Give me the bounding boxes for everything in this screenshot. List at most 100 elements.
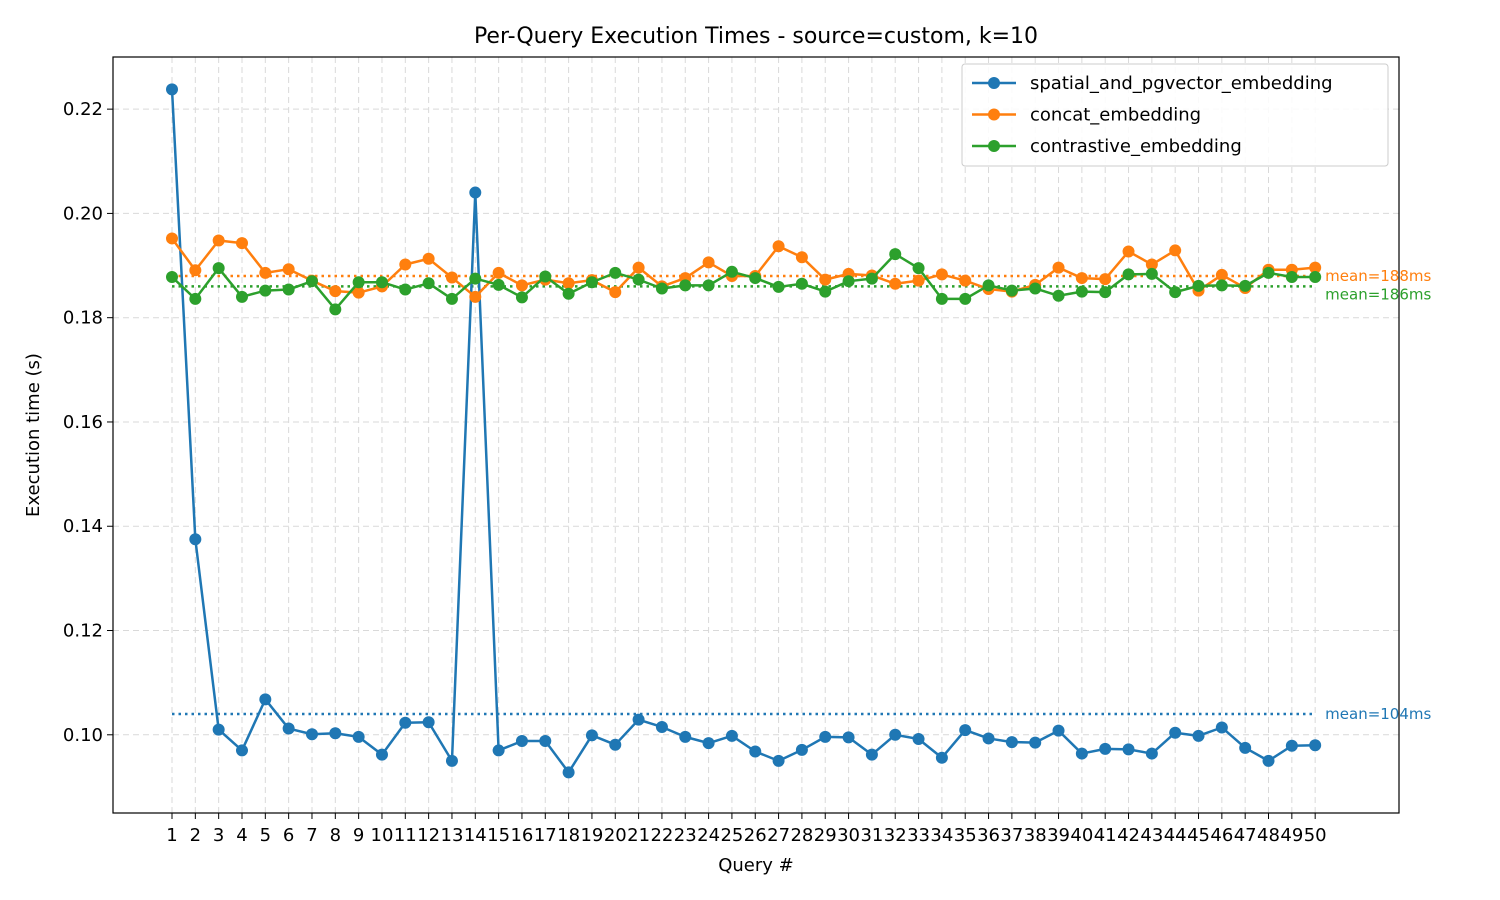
data-point [842, 731, 855, 744]
x-tick-label: 40 [1070, 825, 1093, 846]
legend-swatch-marker [988, 108, 1000, 121]
data-point [959, 724, 972, 737]
data-point [305, 728, 318, 741]
data-point [1145, 267, 1158, 280]
data-point [492, 744, 505, 757]
x-tick-label: 35 [954, 825, 977, 846]
x-tick-label: 43 [1140, 825, 1163, 846]
data-point [959, 292, 972, 305]
data-point [562, 766, 575, 779]
mean-label: mean=104ms [1325, 705, 1431, 723]
x-tick-label: 36 [977, 825, 1000, 846]
data-point [1145, 258, 1158, 271]
data-point [865, 748, 878, 761]
data-point [329, 285, 342, 298]
x-tick-label: 30 [837, 825, 860, 846]
legend-swatch-marker [988, 77, 1000, 89]
data-point [819, 273, 832, 286]
data-point [725, 265, 738, 278]
x-tick-label: 24 [697, 825, 720, 846]
data-point [1075, 285, 1088, 298]
data-point [282, 722, 295, 735]
data-point [679, 279, 692, 292]
x-tick-label: 12 [417, 825, 440, 846]
data-point [1052, 724, 1065, 737]
data-point [959, 274, 972, 287]
data-point [609, 286, 622, 299]
data-point [842, 275, 855, 288]
x-tick-label: 3 [213, 825, 224, 846]
data-point [1169, 244, 1182, 257]
data-point [469, 290, 482, 303]
data-point [1145, 747, 1158, 760]
data-point [492, 278, 505, 291]
data-point [1052, 261, 1065, 274]
data-point [189, 292, 202, 305]
data-point [702, 256, 715, 269]
plot-frame [112, 56, 1400, 814]
mean-label: mean=186ms [1325, 285, 1431, 303]
x-tick-label: 23 [674, 825, 697, 846]
data-point [655, 720, 668, 733]
data-point [166, 83, 178, 96]
series-contrastive_embedding [166, 248, 1322, 316]
x-tick-label: 18 [557, 825, 580, 846]
y-tick-label: 0.12 [63, 621, 103, 642]
data-point [352, 276, 365, 289]
data-point [795, 277, 808, 290]
x-tick-label: 44 [1164, 825, 1187, 846]
x-tick-label: 16 [510, 825, 533, 846]
x-tick-label: 21 [627, 825, 650, 846]
data-point [399, 716, 412, 729]
x-tick-label: 15 [487, 825, 510, 846]
data-point [585, 729, 598, 742]
data-point [1239, 279, 1252, 292]
data-point [235, 237, 248, 250]
series-lines [166, 83, 1322, 779]
legend-swatch-marker [988, 140, 1000, 152]
y-tick-label: 0.22 [63, 99, 103, 120]
data-point [352, 730, 365, 743]
data-point [702, 737, 715, 750]
mean-label: mean=188ms [1325, 267, 1431, 285]
x-tick-label: 37 [1000, 825, 1023, 846]
x-tick-label: 7 [306, 825, 317, 846]
legend: spatial_and_pgvector_embedding concat_emb… [961, 63, 1389, 167]
data-point [562, 277, 575, 290]
legend-item: spatial_and_pgvector_embedding [972, 73, 1333, 94]
data-point [375, 276, 388, 289]
chart-title: Per-Query Execution Times - source=custo… [474, 24, 1038, 49]
data-point [399, 283, 412, 296]
data-point [865, 272, 878, 285]
data-point [259, 693, 272, 706]
series-spatial_and_pgvector_embedding [166, 83, 1322, 779]
data-point [935, 751, 948, 764]
legend-item: concat_embedding [972, 105, 1201, 126]
data-point [445, 271, 458, 284]
x-tick-label: 2 [190, 825, 201, 846]
data-point [329, 727, 342, 740]
data-point [772, 240, 785, 253]
data-point [1309, 261, 1322, 274]
data-point [329, 303, 342, 316]
x-tick-label: 1 [166, 825, 177, 846]
x-tick-label: 29 [814, 825, 837, 846]
y-tick-label: 0.20 [63, 203, 103, 224]
data-point [655, 282, 668, 295]
data-point [935, 292, 948, 305]
data-point [632, 273, 645, 286]
data-point [749, 745, 762, 758]
data-point [235, 290, 248, 303]
y-axis-label: Execution time (s) [23, 353, 44, 517]
x-tick-label: 8 [330, 825, 341, 846]
x-tick-label: 34 [930, 825, 953, 846]
y-tick-label: 0.14 [63, 516, 103, 537]
x-tick-label: 4 [236, 825, 247, 846]
grid [113, 57, 1399, 813]
data-point [166, 271, 178, 284]
data-point [795, 251, 808, 264]
data-point [515, 291, 528, 304]
data-point [819, 285, 832, 298]
x-tick-label: 5 [260, 825, 271, 846]
